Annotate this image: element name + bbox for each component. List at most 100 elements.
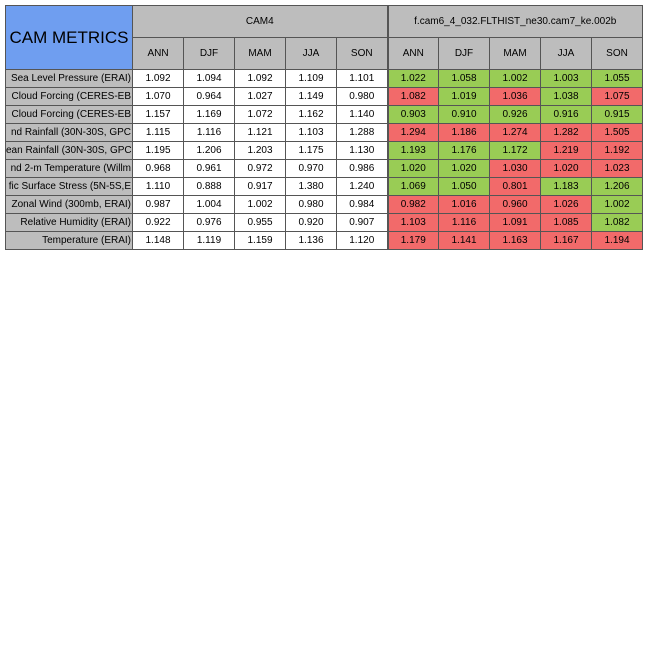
cam4-value-cell: 1.072 [234, 105, 286, 124]
row-label: Relative Humidity (ERAI) [5, 213, 133, 232]
row-label: Cloud Forcing (CERES-EB [5, 87, 133, 106]
cam4-value-cell: 1.119 [183, 231, 235, 250]
experiment-value-cell: 1.186 [438, 123, 490, 142]
experiment-value-cell: 1.016 [438, 195, 490, 214]
cam4-value-cell: 0.888 [183, 177, 235, 196]
cam4-value-cell: 1.169 [183, 105, 235, 124]
table-row: Sea Level Pressure (ERAI) 1.092 1.094 1.092… [5, 69, 643, 88]
cam4-value-cell: 1.103 [285, 123, 337, 142]
row-label: ean Rainfall (30N-30S, GPC [5, 141, 133, 160]
cam4-value-cell: 1.130 [336, 141, 388, 160]
cam4-value-cell: 0.968 [132, 159, 184, 178]
experiment-value-cell: 1.022 [386, 69, 439, 88]
cam4-value-cell: 1.121 [234, 123, 286, 142]
table-row: ean Rainfall (30N-30S, GPC 1.195 1.206 1.20… [5, 141, 643, 160]
table-row: fic Surface Stress (5N-5S,E 1.110 0.888 0.9… [5, 177, 643, 196]
cam4-value-cell: 0.980 [285, 195, 337, 214]
experiment-value-cell: 1.036 [489, 87, 541, 106]
cam4-value-cell: 1.288 [336, 123, 388, 142]
cam4-value-cell: 0.922 [132, 213, 184, 232]
cam4-value-cell: 1.110 [132, 177, 184, 196]
experiment-value-cell: 1.219 [540, 141, 592, 160]
cam4-value-cell: 0.986 [336, 159, 388, 178]
season-header-exp-ann: ANN [386, 37, 439, 70]
experiment-value-cell: 1.020 [438, 159, 490, 178]
table-row: Temperature (ERAI) 1.148 1.119 1.159 1.136 1.… [5, 231, 643, 250]
table-row: nd Rainfall (30N-30S, GPC 1.115 1.116 1.121… [5, 123, 643, 142]
experiment-value-cell: 1.082 [591, 213, 643, 232]
experiment-value-cell: 0.960 [489, 195, 541, 214]
experiment-value-cell: 1.002 [591, 195, 643, 214]
season-header-cam4-jja: JJA [285, 37, 337, 70]
experiment-value-cell: 1.075 [591, 87, 643, 106]
experiment-value-cell: 1.091 [489, 213, 541, 232]
experiment-value-cell: 1.082 [386, 87, 439, 106]
experiment-value-cell: 1.030 [489, 159, 541, 178]
cam4-value-cell: 1.120 [336, 231, 388, 250]
cam4-value-cell: 1.240 [336, 177, 388, 196]
experiment-value-cell: 1.002 [489, 69, 541, 88]
cam4-value-cell: 1.140 [336, 105, 388, 124]
cam4-value-cell: 0.961 [183, 159, 235, 178]
season-header-cam4-ann: ANN [132, 37, 184, 70]
experiment-value-cell: 1.282 [540, 123, 592, 142]
experiment-value-cell: 0.903 [386, 105, 439, 124]
cam4-value-cell: 1.157 [132, 105, 184, 124]
season-header-exp-jja: JJA [540, 37, 592, 70]
season-header-row: ANN DJF MAM JJA SON ANN DJF MAM JJA SON [6, 37, 643, 70]
experiment-value-cell: 1.274 [489, 123, 541, 142]
row-label: fic Surface Stress (5N-5S,E [5, 177, 133, 196]
cam4-value-cell: 0.980 [336, 87, 388, 106]
cam4-value-cell: 0.976 [183, 213, 235, 232]
table-row: nd 2-m Temperature (Willm 0.968 0.961 0.972… [5, 159, 643, 178]
cam4-value-cell: 0.920 [285, 213, 337, 232]
table-row: Relative Humidity (ERAI) 0.922 0.976 0.955 0… [5, 213, 643, 232]
table-row: Zonal Wind (300mb, ERAI) 0.987 1.004 1.002 0… [5, 195, 643, 214]
experiment-value-cell: 1.294 [386, 123, 439, 142]
cam4-value-cell: 1.092 [234, 69, 286, 88]
table-row: Cloud Forcing (CERES-EB 1.070 0.964 1.027 1.… [5, 87, 643, 106]
cam4-value-cell: 1.206 [183, 141, 235, 160]
season-header-exp-mam: MAM [489, 37, 541, 70]
row-label: Cloud Forcing (CERES-EB [5, 105, 133, 124]
experiment-value-cell: 0.801 [489, 177, 541, 196]
experiment-value-cell: 1.050 [438, 177, 490, 196]
experiment-value-cell: 1.019 [438, 87, 490, 106]
cam4-value-cell: 0.972 [234, 159, 286, 178]
cam4-value-cell: 0.917 [234, 177, 286, 196]
cam4-value-cell: 0.907 [336, 213, 388, 232]
table-title: CAM METRICS [5, 5, 133, 70]
experiment-value-cell: 0.916 [540, 105, 592, 124]
experiment-value-cell: 1.023 [591, 159, 643, 178]
experiment-value-cell: 1.038 [540, 87, 592, 106]
group-header-experiment: f.cam6_4_032.FLTHIST_ne30.cam7_ke.002b [386, 5, 643, 38]
row-label: Zonal Wind (300mb, ERAI) [5, 195, 133, 214]
cam4-value-cell: 0.984 [336, 195, 388, 214]
cam4-value-cell: 0.987 [132, 195, 184, 214]
cam4-value-cell: 1.162 [285, 105, 337, 124]
experiment-value-cell: 1.003 [540, 69, 592, 88]
cam4-value-cell: 1.002 [234, 195, 286, 214]
experiment-value-cell: 1.193 [386, 141, 439, 160]
experiment-value-cell: 1.116 [438, 213, 490, 232]
cam4-value-cell: 1.116 [183, 123, 235, 142]
experiment-value-cell: 1.020 [386, 159, 439, 178]
experiment-value-cell: 0.915 [591, 105, 643, 124]
experiment-value-cell: 1.103 [386, 213, 439, 232]
cam4-value-cell: 0.955 [234, 213, 286, 232]
experiment-value-cell: 1.085 [540, 213, 592, 232]
cam4-value-cell: 1.195 [132, 141, 184, 160]
cam4-value-cell: 1.109 [285, 69, 337, 88]
row-label: Sea Level Pressure (ERAI) [5, 69, 133, 88]
experiment-value-cell: 1.179 [386, 231, 439, 250]
experiment-value-cell: 1.020 [540, 159, 592, 178]
row-label: nd 2-m Temperature (Willm [5, 159, 133, 178]
table-row: Cloud Forcing (CERES-EB 1.157 1.169 1.072 1.… [5, 105, 643, 124]
cam4-value-cell: 1.159 [234, 231, 286, 250]
experiment-value-cell: 1.069 [386, 177, 439, 196]
experiment-value-cell: 1.172 [489, 141, 541, 160]
experiment-value-cell: 1.206 [591, 177, 643, 196]
experiment-value-cell: 1.183 [540, 177, 592, 196]
season-header-cam4-son: SON [336, 37, 388, 70]
experiment-value-cell: 1.058 [438, 69, 490, 88]
